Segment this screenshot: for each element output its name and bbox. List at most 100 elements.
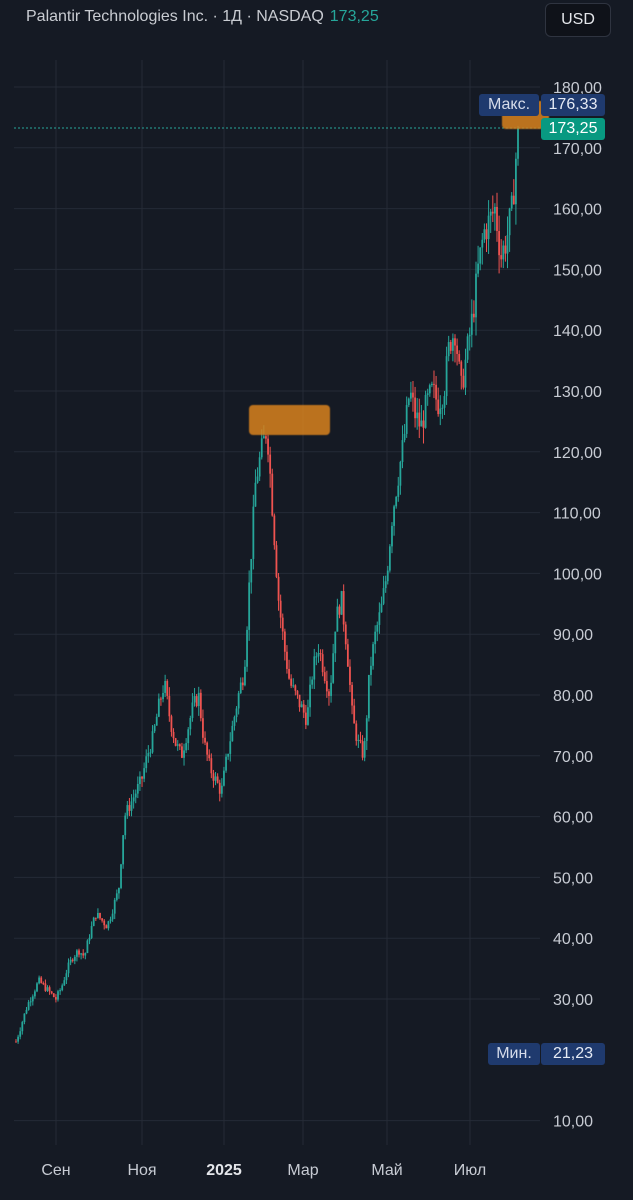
candle-body [212,773,215,781]
candle-body [235,708,238,718]
candle-body [84,953,87,956]
candle-body [504,245,507,254]
candle-body [78,950,80,955]
candle-body [122,835,125,865]
candle-body [399,461,402,486]
candle-body [466,336,469,360]
candle-body [493,206,496,214]
candle-body [477,263,479,274]
x-tick-label: 2025 [206,1162,242,1179]
candle-body [355,723,358,741]
candle-body [363,740,366,758]
y-tick-label: 40,00 [553,931,593,948]
candle-body [57,991,59,1000]
candle-body [92,917,95,927]
candle-body [204,737,206,743]
candle-body [405,405,408,434]
candle-body [139,776,141,784]
candle-body [202,718,204,738]
candle-body [309,684,311,708]
candle-body [508,208,511,236]
candle-body [88,937,91,941]
candle-body [445,356,448,397]
candle-body [462,375,465,388]
candle-body [237,693,240,709]
candle-body [233,717,236,726]
candle-body [286,651,288,669]
candle-body [111,913,114,920]
candle-body [378,612,381,625]
candle-body [157,698,160,717]
candle-body [412,392,414,398]
candle-body [370,665,372,675]
candle-body [256,476,259,483]
candle-body [451,338,454,351]
candle-body [382,588,385,604]
y-tick-label: 30,00 [553,992,593,1009]
candle-body [29,1001,32,1003]
candle-body [332,653,335,683]
candle-body [151,731,154,753]
candle-body [153,725,156,732]
candle-body [426,393,429,395]
y-tick-label: 120,00 [553,445,602,462]
x-tick-label: Май [371,1162,402,1179]
candle-body [302,704,305,713]
candle-body [401,440,404,462]
candle-body [34,991,36,997]
candle-body [50,991,53,994]
grid-lines [14,60,540,1145]
candle-body [336,606,339,632]
candle-body [48,987,51,992]
candle-body [107,921,110,929]
candle-body [216,776,219,783]
y-tick-label: 50,00 [553,870,593,887]
candle-body [105,925,108,929]
candle-body [416,412,419,419]
candle-body [97,912,99,918]
candle-body [36,983,38,992]
candle-body [498,231,500,256]
candle-body [464,359,467,388]
candle-body [118,887,120,894]
candle-body [218,782,221,794]
currency-button[interactable]: USD [545,3,611,37]
candle-body [42,982,45,984]
candles [15,125,519,1044]
candle-body [193,696,196,703]
candle-body [281,617,284,632]
candle-body [208,754,211,759]
y-tick-label: 130,00 [553,384,602,401]
candle-body [346,644,349,667]
x-tick-label: Мар [287,1162,318,1179]
candle-body [160,698,162,700]
candle-body [220,785,223,794]
y-axis: 180,00 170,00 160,00 150,00 140,00 130,00 120,… [553,80,602,1131]
candle-body [430,383,433,386]
y-tick-label: 80,00 [553,688,593,705]
candle-body [311,679,314,685]
candle-body [489,211,492,216]
candle-body [241,682,244,686]
y-tick-label: 70,00 [553,749,593,766]
candle-body [449,342,452,351]
candle-body [246,629,248,667]
candle-body [273,515,276,546]
last-price-tag: 173,25 [541,118,605,140]
candle-body [178,744,181,747]
candle-body [63,980,66,986]
candle-body [149,752,152,754]
y-tick-label: 60,00 [553,810,593,827]
candle-body [86,940,89,954]
min-value: 21,23 [541,1043,605,1065]
candle-body [403,433,406,441]
y-tick-label: 170,00 [553,141,602,158]
candle-body [59,990,62,992]
candle-body [391,525,393,547]
candle-body [103,920,106,926]
highlight-marker [249,405,330,435]
candle-body [61,985,64,991]
candle-body [225,756,227,771]
candle-body [130,801,133,811]
